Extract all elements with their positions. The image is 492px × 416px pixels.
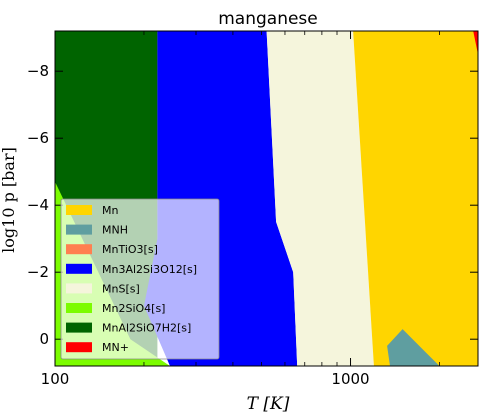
plot-frame bbox=[54, 30, 479, 367]
legend-label: MNH bbox=[102, 224, 128, 237]
y-tick-label: 0 bbox=[39, 330, 49, 348]
legend-box bbox=[60, 198, 220, 360]
region-mn bbox=[473, 31, 478, 55]
legend-label: Mn2SiO4[s] bbox=[102, 302, 165, 315]
legend-swatch-mntio3-s bbox=[66, 244, 92, 255]
legend-label: MnAl2SiO7H2[s] bbox=[102, 322, 191, 335]
legend-swatch-mn2sio4-s bbox=[66, 303, 92, 313]
y-tick-label: −6 bbox=[27, 129, 49, 147]
legend-swatch-mn3al2si3o12-s bbox=[66, 263, 92, 274]
legend-label: MnTiO3[s] bbox=[102, 243, 158, 256]
x-axis-label: T [K] bbox=[247, 394, 290, 414]
y-tick-label: −8 bbox=[27, 62, 49, 80]
legend-swatch-mn bbox=[66, 342, 92, 353]
x-tick-label: 100 bbox=[41, 370, 70, 388]
y-tick-label: −2 bbox=[27, 263, 49, 281]
legend-swatch-mnal2sio7h2-s bbox=[66, 322, 92, 333]
y-tick-label: −4 bbox=[27, 196, 49, 214]
y-axis-label: log10 p [bar] bbox=[0, 147, 18, 253]
legend-label: MnS[s] bbox=[102, 282, 140, 295]
region-mn bbox=[353, 31, 478, 366]
x-axis-ticks: 100 1000 bbox=[41, 31, 440, 388]
legend-swatch-mns-s bbox=[66, 283, 92, 294]
legend-label: Mn bbox=[102, 204, 118, 217]
region-mnh bbox=[387, 329, 440, 366]
chart-title: manganese bbox=[218, 9, 318, 29]
x-tick-label: 1000 bbox=[331, 370, 369, 388]
legend: Mn MNH MnTiO3[s] Mn3Al2Si3O12[s] MnS[s] Mn2Si… bbox=[60, 198, 220, 360]
legend-swatch-mnh bbox=[66, 224, 92, 235]
legend-label: MN+ bbox=[102, 341, 129, 354]
legend-label: Mn3Al2Si3O12[s] bbox=[102, 263, 197, 276]
region-mns-s bbox=[266, 31, 374, 366]
legend-swatch-mn bbox=[66, 205, 92, 215]
